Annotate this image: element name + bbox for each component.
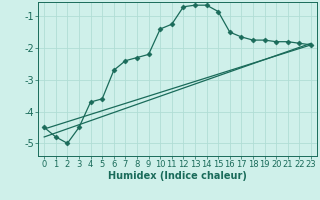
X-axis label: Humidex (Indice chaleur): Humidex (Indice chaleur) [108, 171, 247, 181]
